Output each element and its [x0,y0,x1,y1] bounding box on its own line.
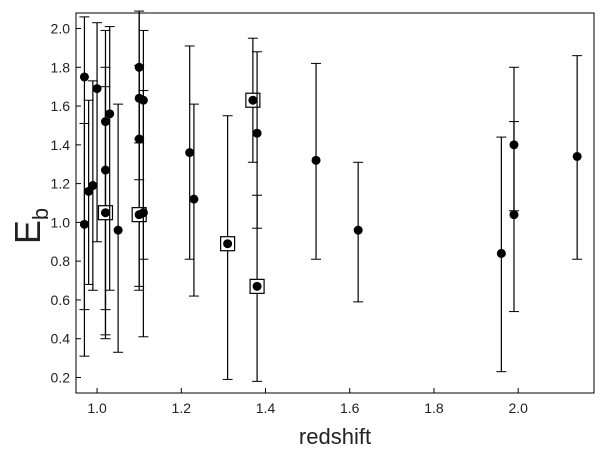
y-tick-label: 1.0 [51,214,71,230]
y-tick-label: 0.2 [51,369,71,385]
x-axis-title: redshift [299,424,371,449]
data-point-group [496,136,507,373]
data-point [185,148,195,158]
data-point-group [188,103,199,297]
x-tick-label: 1.8 [424,400,444,416]
y-axis-title-main: E [7,220,48,244]
data-point [248,95,258,105]
data-point [311,155,321,165]
data-point [138,208,148,218]
data-point [252,128,262,138]
x-axis: 1.0 1.2 1.4 1.6 1.8 2.0 [87,388,528,416]
x-tick-label: 1.0 [87,400,107,416]
data-point [223,239,233,249]
data-point-group [97,86,114,336]
data-point-group [79,123,90,311]
data-point [353,225,363,235]
y-tick-label: 0.8 [51,253,71,269]
y-tick-label: 0.4 [51,331,71,347]
data-point [79,72,89,82]
y-axis-title: Eb [7,208,53,244]
data-point-group [353,161,364,303]
y-tick-label: 1.4 [51,137,71,153]
data-point-group [245,37,261,163]
y-axis-title-subscript: b [28,208,53,220]
data-point [572,151,582,161]
y-axis: 0.2 0.4 0.6 0.8 1.0 1.2 1.4 1.6 1.8 2.0 [51,21,81,385]
data-point [113,225,123,235]
data-point-group [249,194,265,382]
data-point [88,181,98,191]
data-point [189,194,199,204]
data-point-group [508,66,519,313]
y-tick-label: 1.2 [51,176,71,192]
x-tick-label: 1.2 [172,400,192,416]
data-point-group [138,90,149,338]
data-point-group [220,115,236,380]
x-tick-label: 2.0 [508,400,528,416]
data-point [252,281,262,291]
data-point-group [87,80,98,291]
data-point-group [184,45,195,260]
x-tick-label: 1.6 [340,400,360,416]
data-point-group [113,103,124,353]
y-tick-label: 0.6 [51,292,71,308]
data-point-group [83,99,94,285]
data-point [92,84,102,94]
data-point [105,109,115,119]
y-tick-label: 1.6 [51,98,71,114]
y-tick-label: 2.0 [51,21,71,37]
x-tick-label: 1.4 [256,400,276,416]
data-point-group [104,26,115,291]
plot-area [79,10,583,382]
data-point [496,248,506,258]
y-tick-label: 1.8 [51,59,71,75]
data-point-group [572,55,583,260]
plot-frame [75,12,595,394]
data-point-group [311,62,322,260]
data-point-group [92,22,103,243]
data-point [100,208,110,218]
data-point [509,210,519,220]
data-point [79,219,89,229]
data-point [134,134,144,144]
